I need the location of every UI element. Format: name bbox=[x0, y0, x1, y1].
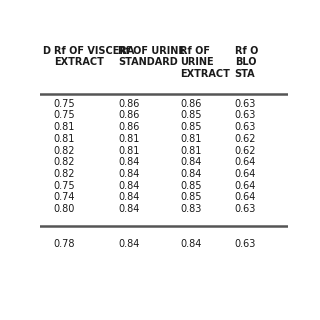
Text: 0.86: 0.86 bbox=[180, 99, 202, 109]
Text: 0.74: 0.74 bbox=[54, 192, 75, 203]
Text: 0.63: 0.63 bbox=[235, 204, 256, 214]
Text: 0.82: 0.82 bbox=[54, 169, 75, 179]
Text: 0.63: 0.63 bbox=[235, 99, 256, 109]
Text: 0.85: 0.85 bbox=[180, 110, 202, 120]
Text: 0.81: 0.81 bbox=[54, 134, 75, 144]
Text: 0.63: 0.63 bbox=[235, 122, 256, 132]
Text: 0.84: 0.84 bbox=[118, 204, 140, 214]
Text: 0.78: 0.78 bbox=[54, 239, 75, 249]
Text: 0.80: 0.80 bbox=[54, 204, 75, 214]
Text: 0.86: 0.86 bbox=[118, 110, 140, 120]
Text: 0.83: 0.83 bbox=[180, 204, 202, 214]
Text: 0.85: 0.85 bbox=[180, 181, 202, 191]
Text: 0.84: 0.84 bbox=[118, 157, 140, 167]
Text: 0.64: 0.64 bbox=[235, 181, 256, 191]
Text: 0.64: 0.64 bbox=[235, 169, 256, 179]
Text: 0.86: 0.86 bbox=[118, 122, 140, 132]
Text: 0.75: 0.75 bbox=[54, 99, 75, 109]
Text: 0.62: 0.62 bbox=[235, 146, 256, 156]
Text: Rf OF URINE
STANDARD: Rf OF URINE STANDARD bbox=[118, 46, 185, 68]
Text: 0.84: 0.84 bbox=[180, 157, 202, 167]
Text: 0.85: 0.85 bbox=[180, 122, 202, 132]
Text: 0.63: 0.63 bbox=[235, 110, 256, 120]
Text: 0.81: 0.81 bbox=[180, 146, 202, 156]
Text: 0.81: 0.81 bbox=[118, 146, 140, 156]
Text: 0.81: 0.81 bbox=[118, 134, 140, 144]
Text: 0.84: 0.84 bbox=[118, 192, 140, 203]
Text: 0.75: 0.75 bbox=[54, 110, 75, 120]
Text: 0.84: 0.84 bbox=[180, 169, 202, 179]
Text: 0.82: 0.82 bbox=[54, 157, 75, 167]
Text: 0.62: 0.62 bbox=[235, 134, 256, 144]
Text: 0.64: 0.64 bbox=[235, 157, 256, 167]
Text: 0.84: 0.84 bbox=[180, 239, 202, 249]
Text: 0.81: 0.81 bbox=[54, 122, 75, 132]
Text: 0.81: 0.81 bbox=[180, 134, 202, 144]
Text: Rf OF
URINE
EXTRACT: Rf OF URINE EXTRACT bbox=[180, 46, 230, 79]
Text: 0.64: 0.64 bbox=[235, 192, 256, 203]
Text: D: D bbox=[43, 46, 51, 56]
Text: 0.84: 0.84 bbox=[118, 169, 140, 179]
Text: 0.86: 0.86 bbox=[118, 99, 140, 109]
Text: 0.85: 0.85 bbox=[180, 192, 202, 203]
Text: 0.84: 0.84 bbox=[118, 239, 140, 249]
Text: 0.63: 0.63 bbox=[235, 239, 256, 249]
Text: Rf O
BLO
STA: Rf O BLO STA bbox=[235, 46, 258, 79]
Text: 0.82: 0.82 bbox=[54, 146, 75, 156]
Text: Rf OF VISCERA
EXTRACT: Rf OF VISCERA EXTRACT bbox=[54, 46, 134, 68]
Text: 0.75: 0.75 bbox=[54, 181, 75, 191]
Text: 0.84: 0.84 bbox=[118, 181, 140, 191]
